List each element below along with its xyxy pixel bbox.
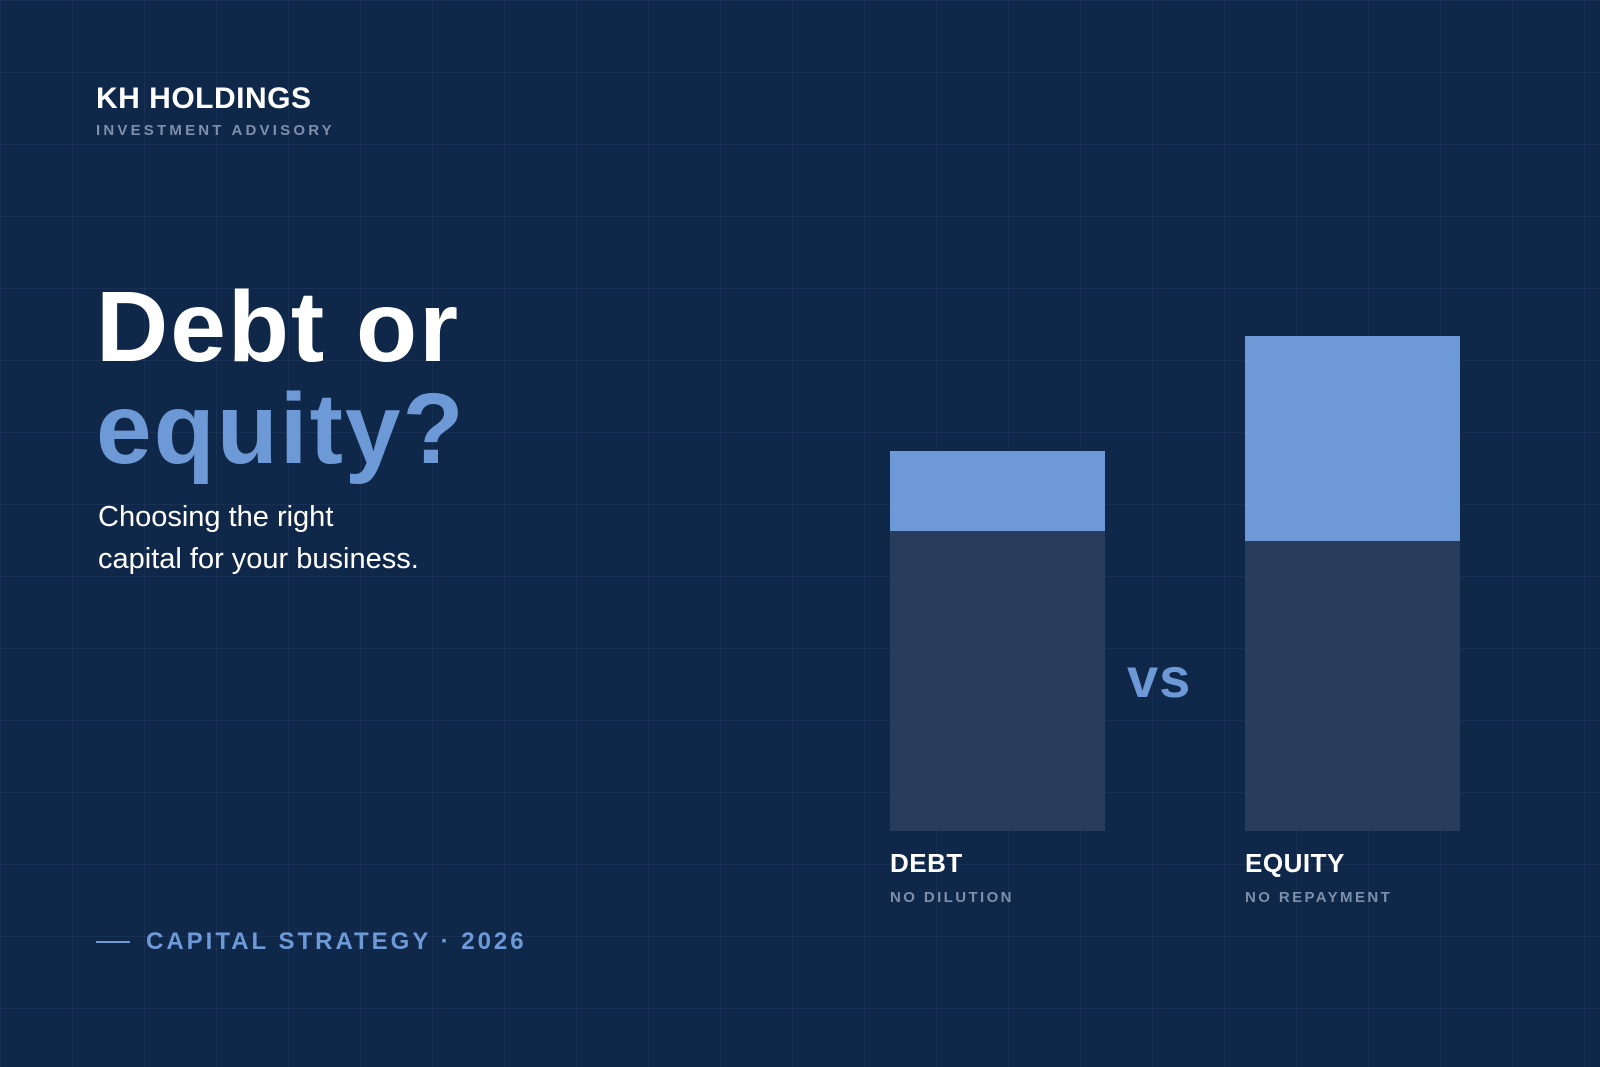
tagline-line-2: capital for your business.: [98, 543, 419, 575]
tagline-line-1: Choosing the right: [98, 501, 334, 533]
vs-label: vs: [1127, 646, 1192, 709]
equity-sublabel: NO REPAYMENT: [1245, 889, 1393, 906]
brand-subtitle: INVESTMENT ADVISORY: [96, 122, 335, 139]
footer: CAPITAL STRATEGY · 2026: [96, 928, 527, 956]
footer-rule: [96, 941, 130, 943]
footer-text: CAPITAL STRATEGY · 2026: [146, 928, 527, 955]
debt-bar-top: [890, 451, 1105, 531]
equity-bar-base: [1245, 541, 1460, 831]
equity-bar-top: [1245, 336, 1460, 541]
brand-block: KH HOLDINGS INVESTMENT ADVISORY: [96, 82, 335, 139]
tagline: Choosing the right capital for your busi…: [98, 496, 498, 580]
equity-label: EQUITY: [1245, 848, 1345, 878]
brand-name: KH HOLDINGS: [96, 82, 312, 115]
headline: Debt or equity?: [96, 276, 466, 480]
debt-label: DEBT: [890, 848, 963, 878]
debt-bar-base: [890, 531, 1105, 831]
debt-sublabel: NO DILUTION: [890, 889, 1014, 906]
headline-line-1: Debt or: [96, 271, 460, 383]
headline-line-2: equity?: [96, 373, 466, 485]
